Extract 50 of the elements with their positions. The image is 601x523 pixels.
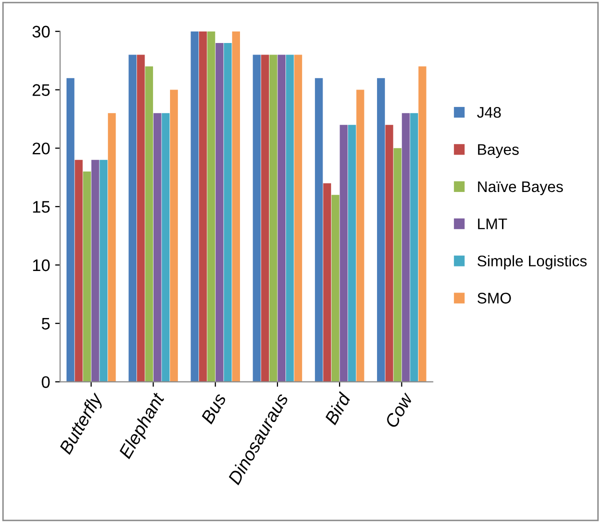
bar [224, 43, 232, 382]
x-tick-label: Bus [200, 392, 227, 425]
bar [278, 54, 286, 382]
y-tick-label: 25 [32, 84, 50, 96]
y-tick-label: 5 [42, 318, 50, 330]
bar [252, 54, 261, 382]
bar [108, 113, 116, 382]
legend-label: Naïve Bayes [478, 181, 563, 196]
bar [269, 54, 278, 382]
bar [170, 90, 178, 382]
bar [91, 160, 100, 382]
legend-label: Bayes [478, 144, 519, 158]
y-tick-label: 30 [32, 26, 50, 38]
bar [74, 160, 83, 382]
bar [402, 113, 410, 382]
y-tick-label: 0 [42, 376, 50, 388]
bar [331, 194, 340, 382]
bar [145, 66, 154, 382]
bar [410, 113, 418, 382]
bar [356, 90, 364, 382]
legend-label: Simple Logistics [478, 255, 587, 270]
legend-label: SMO [478, 292, 511, 304]
bar [261, 54, 269, 382]
bar [199, 31, 207, 382]
legend-label: J48 [477, 106, 501, 118]
bar [294, 54, 302, 382]
bar [418, 66, 426, 382]
bar [162, 113, 170, 382]
bar [153, 113, 162, 382]
bar [232, 31, 240, 382]
bar [128, 54, 136, 382]
bar [377, 78, 385, 382]
y-tick-label: 20 [32, 142, 50, 154]
bar [83, 172, 91, 382]
bar [66, 78, 74, 382]
legend-label: LMT [478, 218, 508, 230]
bar [394, 148, 402, 382]
bar [136, 54, 145, 382]
bar [100, 160, 108, 382]
y-tick-label: 15 [33, 201, 50, 213]
bar [216, 43, 224, 382]
bar [348, 124, 356, 382]
bar [340, 124, 348, 382]
bar [286, 54, 294, 382]
bar [190, 31, 199, 382]
bar [323, 183, 332, 382]
bar [314, 78, 323, 382]
bar [385, 124, 394, 382]
y-tick-label: 10 [33, 259, 50, 272]
bar [207, 31, 216, 382]
